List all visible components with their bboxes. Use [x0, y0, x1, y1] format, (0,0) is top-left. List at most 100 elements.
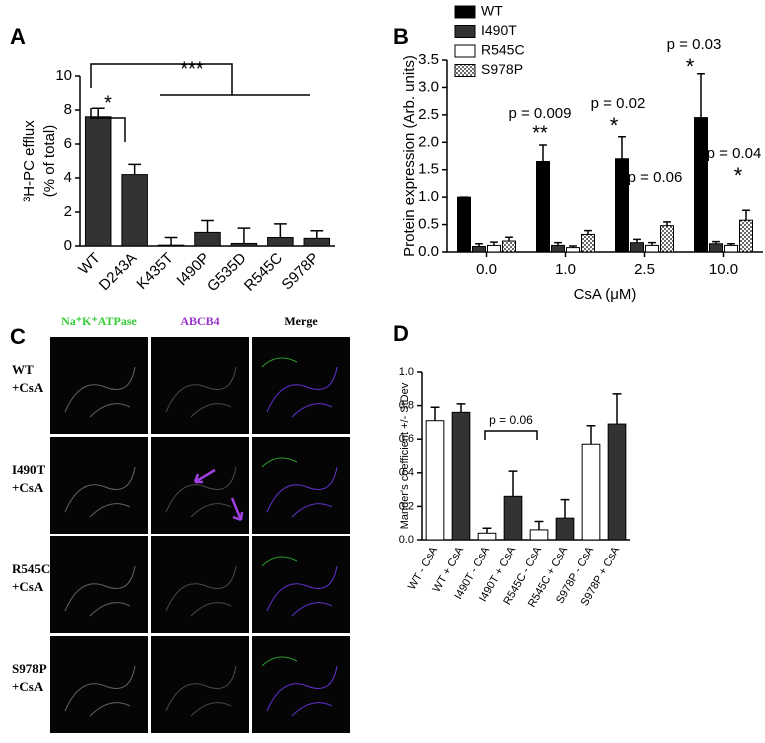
error-bar	[310, 229, 324, 239]
x-tick-label: G535D	[204, 249, 250, 295]
legend-swatch	[454, 25, 476, 38]
annotation: p = 0.06	[628, 169, 683, 186]
legend-label: I490T	[481, 22, 517, 38]
bar	[551, 244, 565, 253]
y-tick-label: 2.5	[418, 106, 439, 123]
annotation: *	[734, 163, 743, 188]
bar	[457, 196, 471, 253]
panel-label: C	[10, 324, 26, 349]
cell-outline	[266, 565, 338, 617]
x-tick-label: 0.0	[476, 261, 497, 278]
bar	[84, 116, 112, 247]
panel-2: D 0.0 0.2 0.4 0.6 0.8 1.0 Mander's coefficient …	[393, 321, 630, 609]
bar	[157, 244, 185, 247]
annotation: p = 0.03	[667, 36, 722, 53]
x-tick-label: WT	[75, 250, 104, 279]
annotation: **	[532, 122, 548, 144]
bar	[645, 244, 659, 253]
column-header: ABCB4	[180, 314, 219, 328]
x-tick-label: 1.0	[555, 261, 576, 278]
annotation: p = 0.04	[707, 145, 762, 162]
y-axis-label: (% of total)	[41, 125, 58, 198]
cell-outline	[266, 665, 338, 717]
cell-outline	[266, 466, 338, 518]
bar	[529, 529, 549, 541]
y-tick-label: 0	[64, 237, 72, 254]
cell-outline	[64, 565, 136, 617]
x-tick-label: 2.5	[634, 261, 655, 278]
annotation: p = 0.02	[591, 95, 646, 112]
column-header: Na⁺K⁺ATPase	[61, 314, 137, 328]
error-bar	[237, 227, 251, 244]
legend-swatch	[454, 5, 476, 19]
x-tick-label: K435T	[133, 250, 176, 293]
error-bar	[618, 136, 626, 159]
legend-swatch	[454, 64, 476, 77]
panel-label: A	[10, 24, 26, 49]
panel-0: A 0 2 4 6 8 10 ³H-PC efflux (% of total) WTD243AK…	[10, 24, 335, 295]
y-tick-label: 1.0	[418, 188, 439, 205]
y-tick-label: 8	[64, 101, 72, 118]
y-tick-label: 2.0	[418, 133, 439, 150]
bar	[487, 244, 501, 253]
y-tick-label: 1.5	[418, 161, 439, 178]
error-bar	[505, 236, 513, 242]
panel-c: C Na⁺K⁺ATPase ABCB4 Merge WT +CsA I490T +CsA R54…	[10, 314, 350, 733]
bar	[503, 495, 523, 541]
error-bar	[633, 238, 641, 243]
bar	[472, 246, 486, 253]
y-tick-label: 3.5	[418, 51, 439, 68]
legend-label: R545C	[481, 42, 525, 58]
error-bar	[482, 527, 492, 534]
x-tick-label: S978P	[279, 250, 323, 294]
bar	[581, 233, 595, 253]
error-bar	[430, 406, 440, 421]
cell-outline	[165, 366, 237, 418]
annotation: *	[610, 113, 619, 138]
cell-outline	[165, 665, 237, 717]
error-bar	[456, 403, 466, 413]
cell-outline-green	[261, 357, 298, 368]
annotation: p = 0.06	[489, 413, 533, 427]
cell-outline	[64, 665, 136, 717]
annotation: *	[686, 54, 695, 79]
x-tick-label: D243A	[96, 250, 140, 294]
cell-outline	[64, 466, 136, 518]
x-axis-label: CsA (μM)	[574, 286, 637, 303]
row-treatment: +CsA	[12, 579, 44, 594]
cell-outline	[165, 466, 237, 518]
error-bar	[742, 209, 750, 221]
panel-label: B	[393, 24, 409, 49]
error-bar	[534, 520, 544, 530]
bar	[694, 117, 708, 253]
y-tick-label: 3.0	[418, 78, 439, 95]
error-bar	[128, 163, 142, 175]
y-tick-label: 6	[64, 135, 72, 152]
cell-outline	[165, 565, 237, 617]
y-tick-label: 0.8	[399, 400, 414, 412]
legend-label: S978P	[481, 61, 523, 77]
bar	[267, 237, 294, 247]
y-tick-label: 0.4	[399, 467, 414, 479]
row-label: R545C	[12, 561, 50, 576]
cell-outline-green	[261, 457, 298, 468]
bar	[581, 443, 601, 541]
row-label: WT	[12, 362, 34, 377]
legend-label: WT	[481, 3, 503, 19]
y-axis-label: Protein expression (Arb. units)	[401, 55, 418, 257]
y-tick-label: 0.2	[399, 500, 414, 512]
y-tick-label: 0.6	[399, 433, 414, 445]
x-tick-label: R545C	[241, 250, 286, 295]
error-bar	[490, 241, 498, 246]
y-tick-label: 0.5	[418, 216, 439, 233]
error-bar	[164, 236, 178, 246]
significance-bracket	[90, 63, 310, 96]
y-tick-label: 2	[64, 203, 72, 220]
significance-bracket	[90, 108, 126, 142]
cell-outline-green	[261, 556, 298, 567]
bar	[630, 242, 644, 253]
annotation: ***	[180, 58, 204, 80]
bar	[536, 160, 550, 253]
error-bar	[697, 72, 705, 118]
bar	[615, 158, 629, 253]
